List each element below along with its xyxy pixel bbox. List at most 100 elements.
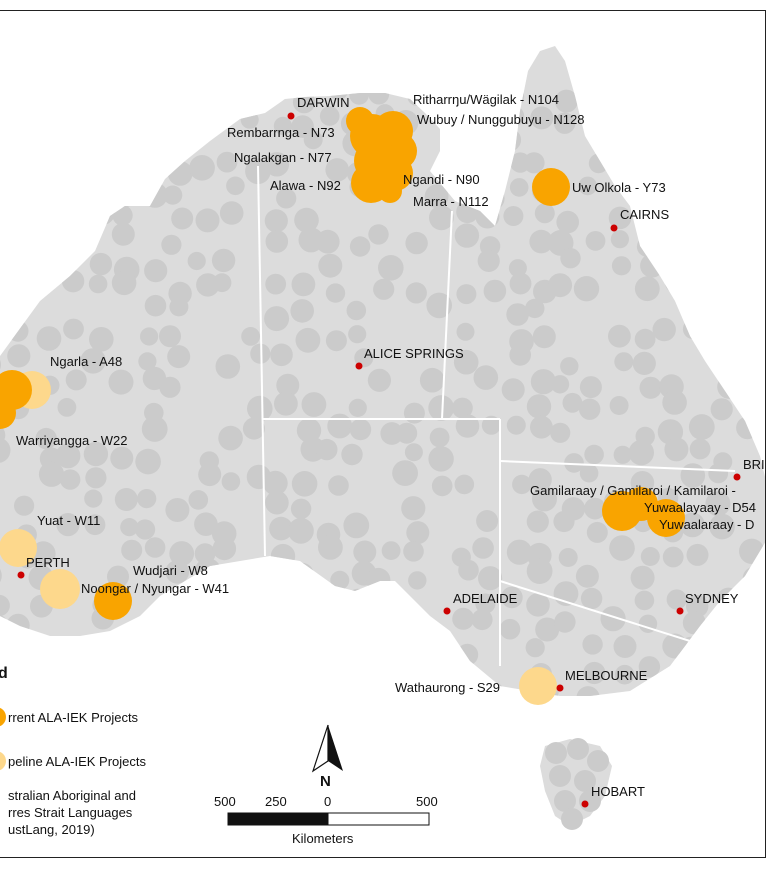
language-area-dot (249, 591, 273, 616)
language-area-dot (550, 422, 571, 443)
language-area-dot (509, 178, 529, 197)
language-area-dot (738, 109, 761, 132)
language-area-dot (0, 437, 11, 463)
language-area-dot (270, 566, 289, 585)
language-area-dot (662, 390, 687, 415)
language-area-dot (346, 300, 367, 321)
city-label-melbourne: MELBOURNE (565, 668, 648, 683)
language-area-dot (739, 390, 761, 412)
language-area-dot (342, 615, 367, 640)
language-area-dot (114, 185, 136, 208)
language-area-dot (639, 109, 665, 135)
language-area-dot (403, 402, 425, 424)
language-area-dot (606, 130, 633, 157)
language-area-dot (325, 158, 350, 182)
city-label-darwin: DARWIN (297, 95, 349, 110)
language-area-dot (367, 368, 391, 392)
language-area-dot (111, 222, 135, 246)
language-area-dot (194, 609, 219, 634)
language-area-dot (167, 161, 193, 186)
language-area-dot (477, 249, 500, 272)
language-area-dot (634, 590, 655, 611)
language-area-dot (56, 513, 80, 537)
language-area-dot (241, 327, 260, 346)
language-area-dot (194, 512, 218, 536)
language-area-dot (508, 259, 527, 278)
language-area-dot (428, 395, 455, 421)
language-area-dot (84, 514, 106, 536)
language-area-dot (213, 633, 234, 655)
language-area-dot (295, 327, 321, 353)
city-label-perth: PERTH (26, 555, 70, 570)
language-area-dot (634, 328, 656, 350)
language-area-dot (265, 490, 289, 515)
language-area-dot (742, 379, 762, 399)
language-area-dot (114, 488, 138, 511)
language-area-dot (716, 160, 736, 179)
language-area-dot (0, 248, 10, 269)
language-area-dot (242, 417, 265, 440)
language-area-dot (327, 413, 353, 439)
city-marker-perth (17, 571, 25, 579)
city-label-cairns: CAIRNS (620, 207, 669, 222)
language-area-dot (509, 344, 531, 366)
language-area-dot (692, 296, 715, 319)
language-area-dot (401, 496, 426, 521)
language-area-dot (501, 586, 523, 609)
language-area-dot (264, 152, 290, 177)
language-area-dot (455, 414, 480, 438)
project-label-wubuy: Wubuy / Nunggubuyu - N128 (417, 112, 584, 127)
language-area-dot (88, 274, 108, 294)
language-area-dot (346, 588, 369, 611)
language-area-dot (32, 136, 53, 158)
legend: d rrent ALA-IEK Projects peline ALA-IEK … (0, 665, 147, 837)
language-area-dot (554, 112, 576, 134)
language-area-dot (406, 521, 430, 545)
language-area-dot (608, 324, 631, 348)
language-area-dot (378, 254, 404, 281)
project-circle-marra (378, 179, 402, 203)
language-area-dot (630, 565, 655, 590)
language-area-dot (600, 606, 626, 632)
city-marker-sydney (676, 607, 684, 615)
language-area-dot (290, 562, 314, 587)
language-area-dot (608, 206, 632, 230)
language-area-dot (682, 176, 701, 195)
language-area-dot (297, 632, 317, 653)
language-area-dot (214, 656, 233, 675)
language-area-dot (685, 111, 711, 137)
language-area-dot (265, 273, 287, 295)
language-area-dot (80, 348, 106, 374)
city-marker-alice (355, 362, 363, 370)
language-area-dot (685, 157, 710, 182)
language-area-dot (144, 611, 170, 636)
language-area-dot (274, 391, 298, 416)
language-area-dot (512, 474, 532, 495)
language-area-dot (405, 282, 427, 304)
language-area-dot (708, 109, 729, 129)
language-area-dot (482, 126, 509, 152)
language-area-dot (506, 303, 529, 326)
language-area-dot (530, 106, 554, 130)
language-area-dot (159, 376, 181, 398)
language-area-dot (295, 678, 319, 696)
language-area-dot (171, 207, 194, 230)
language-area-dot (212, 273, 232, 293)
language-area-dot (709, 513, 735, 540)
language-area-dot (31, 541, 56, 566)
language-area-dot (742, 350, 765, 375)
language-area-dot (319, 106, 340, 126)
language-area-dot (743, 207, 765, 229)
nt-qld-border (441, 210, 453, 420)
language-area-dot (532, 325, 556, 349)
language-area-dot (481, 415, 501, 435)
project-circle-noongar (40, 569, 80, 609)
language-area-dot (7, 112, 27, 132)
language-area-dot (189, 155, 215, 181)
language-area-dot (523, 152, 545, 174)
language-area-dot (611, 256, 632, 276)
language-area-dot (717, 662, 741, 686)
language-area-dot (195, 208, 220, 233)
scale-tick-500-left: 500 (214, 794, 236, 809)
language-area-dot (291, 471, 318, 497)
